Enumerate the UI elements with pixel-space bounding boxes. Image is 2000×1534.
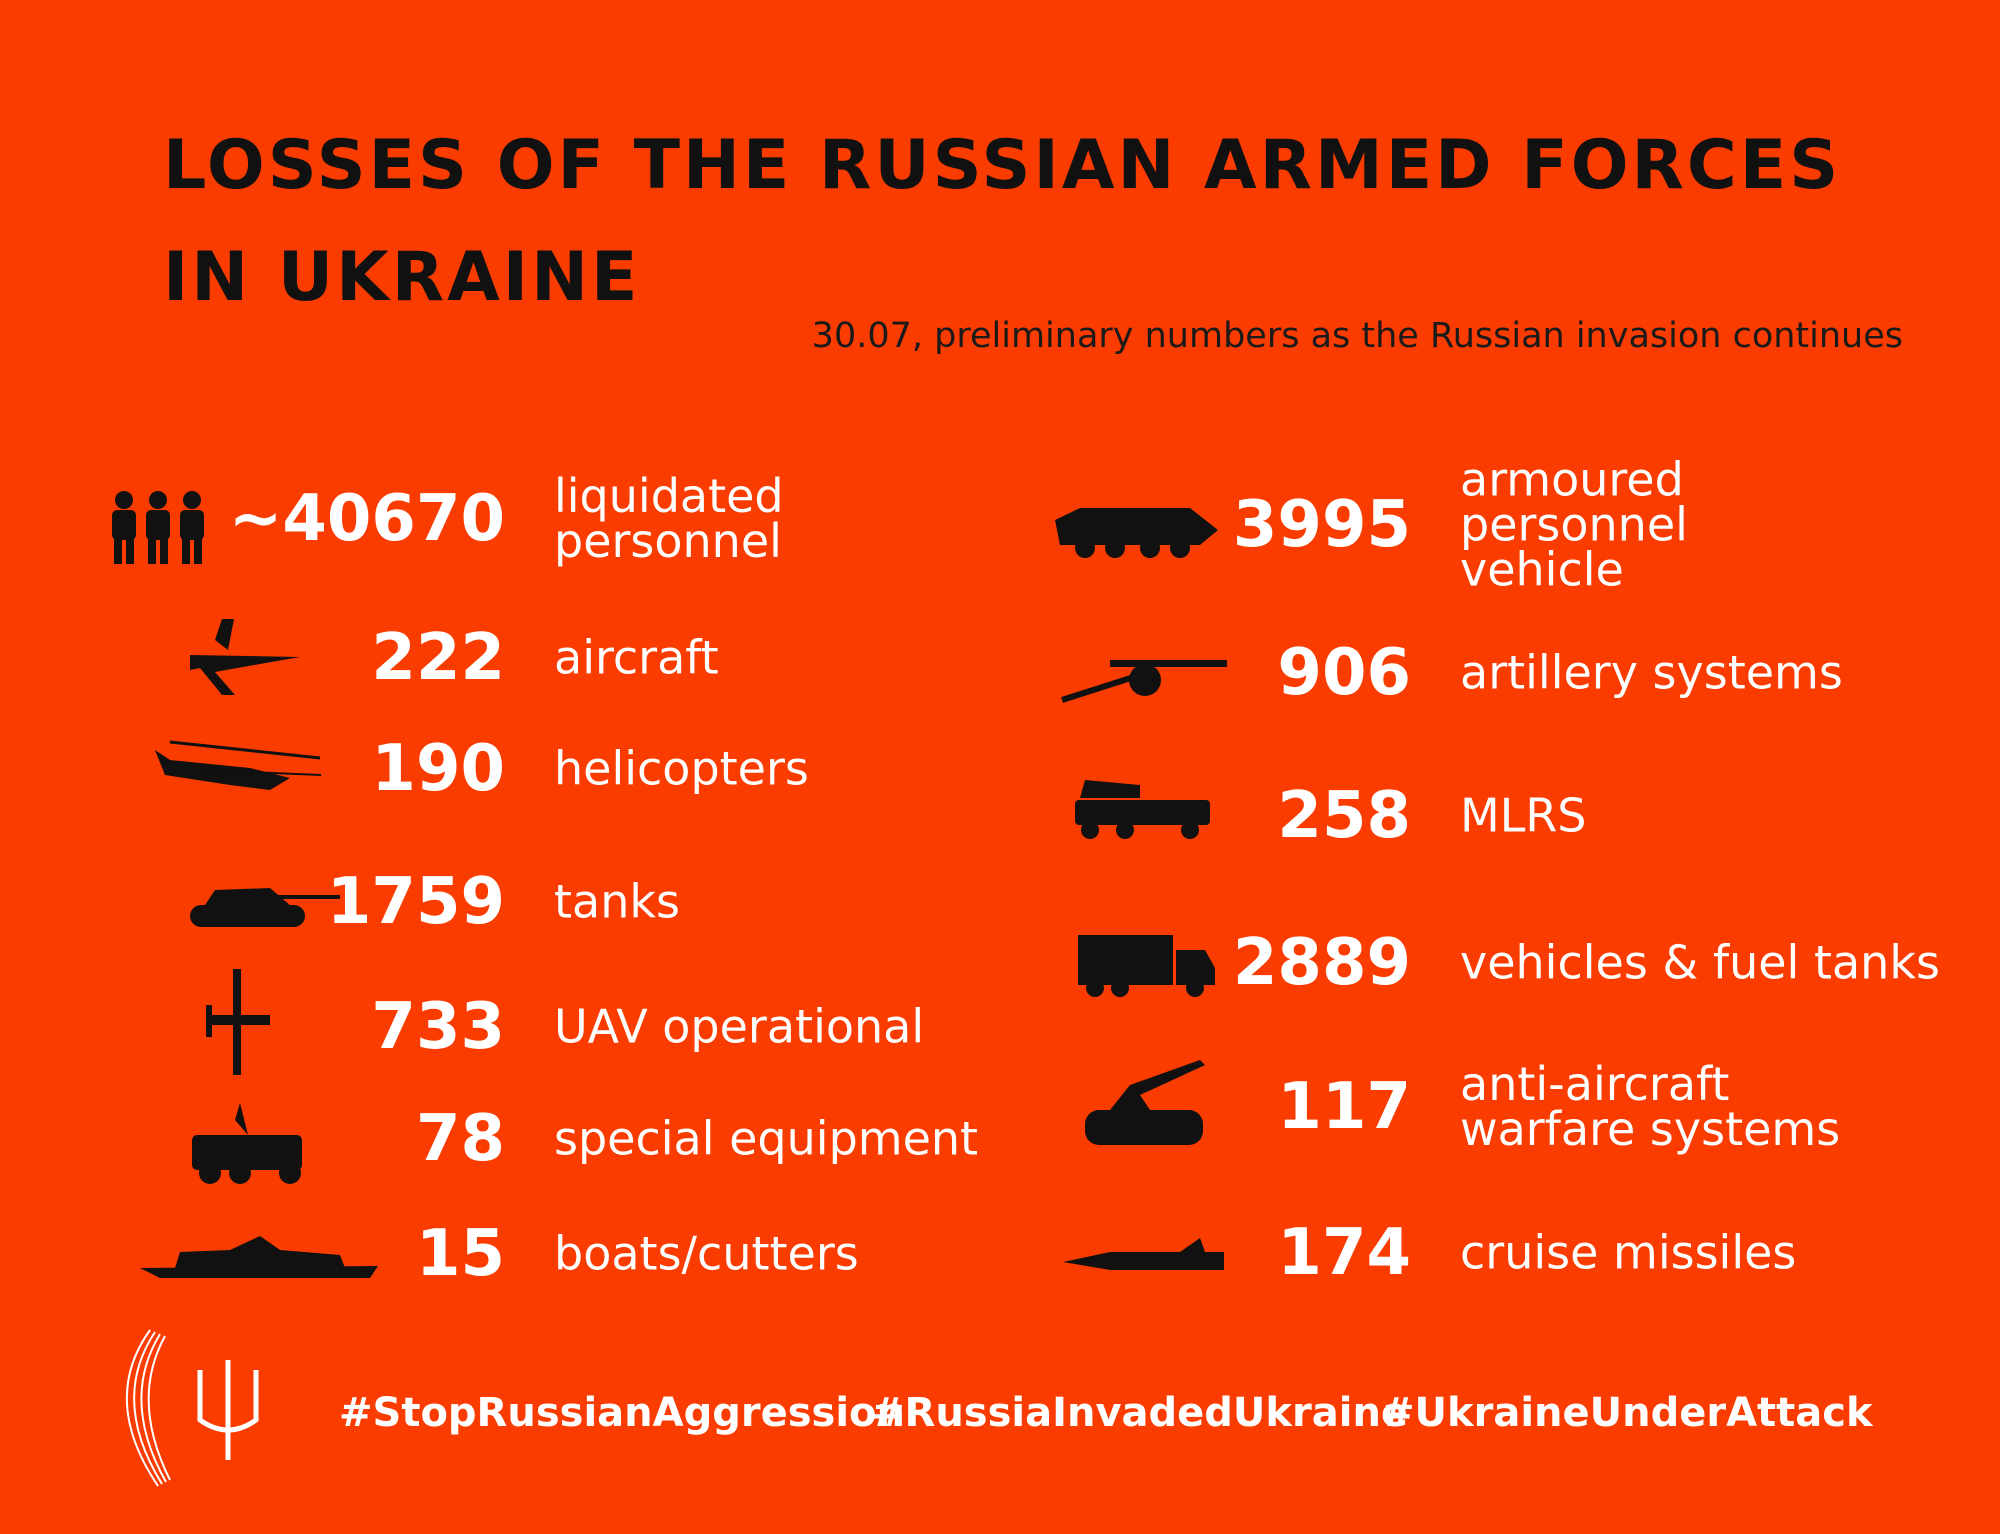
stat-value: 2889 — [1232, 926, 1411, 1000]
stat-value: 733 — [371, 990, 505, 1064]
subtitle: 30.07, preliminary numbers as the Russia… — [811, 316, 1903, 356]
helicopter-icon — [155, 740, 322, 790]
stat-label: boats/cutters — [554, 1226, 859, 1281]
stat-label: anti-aircraft warfare systems — [1460, 1057, 1841, 1156]
stat-label: helicopters — [554, 741, 809, 796]
stat-value: ~40670 — [228, 482, 505, 556]
label-line: boats/cutters — [554, 1226, 859, 1281]
stat-value: 258 — [1277, 779, 1411, 853]
hashtag: #UkraineUnderAttack — [1381, 1390, 1873, 1436]
label-line: personnel — [554, 514, 782, 568]
missile-icon — [1063, 1238, 1224, 1270]
stat-value: 3995 — [1232, 488, 1411, 562]
stat-label: tanks — [554, 874, 680, 929]
label-line: warfare systems — [1460, 1102, 1841, 1156]
stat-value: 190 — [371, 732, 505, 806]
hashtag: #StopRussianAggression — [339, 1390, 905, 1436]
label-line: tanks — [554, 874, 680, 929]
anti-aircraft-icon — [1085, 1060, 1205, 1145]
label-line: UAV operational — [554, 999, 925, 1054]
stat-value: 1759 — [326, 865, 505, 939]
label-line: helicopters — [554, 741, 809, 796]
label-line: armoured — [1460, 452, 1684, 507]
label-line: vehicles & fuel tanks — [1460, 935, 1940, 990]
special-equipment-icon — [192, 1103, 302, 1184]
title-line: LOSSES OF THE RUSSIAN ARMED FORCES — [163, 126, 1842, 205]
stat-value: 906 — [1277, 636, 1411, 710]
label-line: anti-aircraft — [1460, 1057, 1730, 1111]
stat-label: liquidated personnel — [554, 469, 784, 568]
label-line: aircraft — [554, 630, 719, 685]
stat-label: vehicles & fuel tanks — [1460, 935, 1940, 990]
label-line: vehicle — [1460, 542, 1624, 597]
stat-label: special equipment — [554, 1111, 979, 1166]
stat-label: aircraft — [554, 630, 719, 685]
apc-icon — [1055, 508, 1218, 558]
aircraft-icon — [190, 619, 300, 695]
stat-value: 117 — [1277, 1070, 1411, 1144]
artillery-icon — [1061, 660, 1227, 703]
stat-label: artillery systems — [1460, 645, 1843, 700]
stat-value: 15 — [415, 1217, 505, 1291]
hashtag: #RussiaInvadedUkraine — [871, 1390, 1409, 1436]
label-line: special equipment — [554, 1111, 979, 1166]
personnel-icon — [112, 491, 204, 564]
stat-label: MLRS — [1460, 788, 1587, 843]
stat-value: 222 — [371, 621, 505, 695]
stat-value: 78 — [415, 1102, 505, 1176]
mlrs-icon — [1075, 780, 1210, 839]
uav-icon — [206, 969, 270, 1075]
title-line: IN UKRAINE — [163, 238, 641, 317]
label-line: MLRS — [1460, 788, 1587, 843]
label-line: personnel — [1460, 497, 1688, 552]
label-line: cruise missiles — [1460, 1225, 1797, 1280]
tank-icon — [190, 888, 340, 927]
label-line: liquidated — [554, 469, 784, 523]
stat-label: armoured personnel vehicle — [1460, 452, 1688, 597]
stat-value: 174 — [1277, 1216, 1411, 1290]
title: LOSSES OF THE RUSSIAN ARMED FORCES IN UK… — [163, 110, 1841, 334]
stat-label: UAV operational — [554, 999, 925, 1054]
stat-label: cruise missiles — [1460, 1225, 1797, 1280]
truck-icon — [1078, 935, 1215, 997]
label-line: artillery systems — [1460, 645, 1843, 700]
boat-icon — [140, 1236, 378, 1278]
logo — [125, 1329, 259, 1487]
